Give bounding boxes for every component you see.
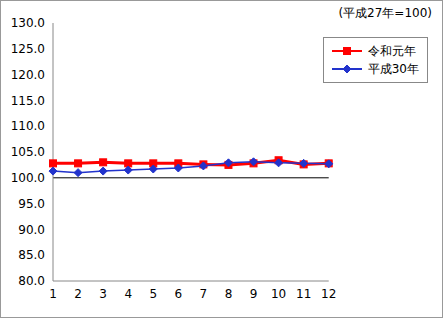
svg-text:90.0: 90.0 xyxy=(18,223,45,237)
svg-text:125.0: 125.0 xyxy=(11,42,45,56)
html-text:平成30年: 平成30年 xyxy=(367,61,419,76)
svg-text:10: 10 xyxy=(271,287,286,301)
svg-text:9: 9 xyxy=(250,287,258,301)
svg-text:85.0: 85.0 xyxy=(18,248,45,262)
svg-text:8: 8 xyxy=(225,287,233,301)
svg-text:12: 12 xyxy=(321,287,336,301)
svg-text:5: 5 xyxy=(149,287,157,301)
svg-text:95.0: 95.0 xyxy=(18,197,45,211)
svg-text:2: 2 xyxy=(74,287,82,301)
svg-text:3: 3 xyxy=(99,287,107,301)
svg-text:80.0: 80.0 xyxy=(18,274,45,288)
svg-text:105.0: 105.0 xyxy=(11,145,45,159)
svg-text:11: 11 xyxy=(296,287,311,301)
svg-text:1: 1 xyxy=(49,287,57,301)
html-text:(平成27年=100): (平成27年=100) xyxy=(338,6,432,20)
svg-text:6: 6 xyxy=(175,287,183,301)
html-text:令和元年: 令和元年 xyxy=(367,43,416,58)
svg-text:4: 4 xyxy=(124,287,132,301)
svg-text:100.0: 100.0 xyxy=(11,171,45,185)
svg-text:130.0: 130.0 xyxy=(11,16,45,30)
svg-text:7: 7 xyxy=(200,287,208,301)
svg-text:120.0: 120.0 xyxy=(11,68,45,82)
svg-text:115.0: 115.0 xyxy=(11,94,45,108)
svg-text:110.0: 110.0 xyxy=(11,119,45,133)
